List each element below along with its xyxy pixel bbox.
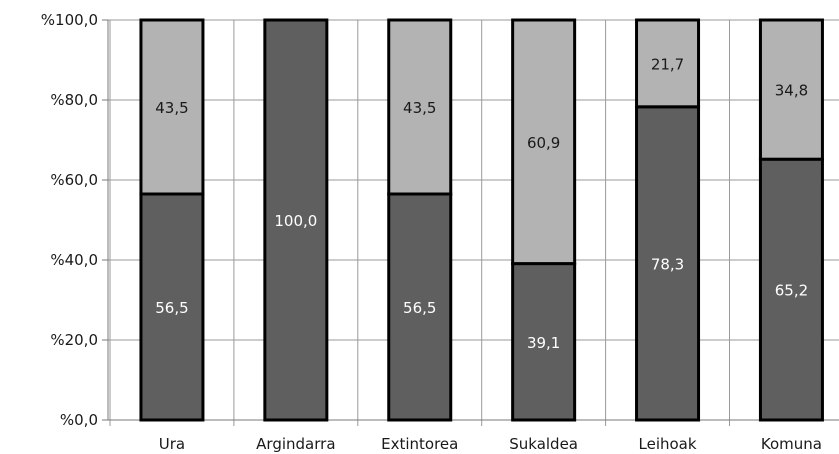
bar-segment-dark [511,262,577,422]
bar-segment-light [635,18,701,109]
data-label: 34,8 [775,82,808,100]
bar-segment-dark [387,192,453,422]
data-label: 60,9 [527,134,560,152]
y-tick-label: %40,0 [50,251,98,269]
axis-layer: %0,0 %20,0 %40,0 %60,0 %80,0 %100,0 Ura Arginda… [41,11,839,453]
x-tick-label: Sukaldea [509,435,578,453]
bar-segment-dark [758,157,824,422]
x-tick-label: Komuna [761,435,822,453]
bar-segment-dark [263,18,329,422]
grid-layer [108,19,839,426]
y-tick-label: %0,0 [60,411,98,429]
x-tick-label: Argindarra [256,435,335,453]
data-label: 56,5 [155,299,188,317]
data-label: 43,5 [403,99,436,117]
data-label: 39,1 [527,334,560,352]
x-tick-label: Leihoak [639,435,697,453]
data-label: 56,5 [403,299,436,317]
y-tick-label: %100,0 [41,11,98,29]
bar-segment-light [758,18,824,161]
x-tick-label: Ura [159,435,185,453]
bar-segment-light [511,18,577,266]
y-tick-label: %20,0 [50,331,98,349]
data-label: 65,2 [775,282,808,300]
data-label: 78,3 [651,255,684,273]
data-label: 21,7 [651,55,684,73]
bar-segment-light [387,18,453,196]
data-label: 43,5 [155,99,188,117]
bar-layer [139,18,824,422]
bar-segment-light [139,18,205,196]
data-label: 100,0 [274,212,317,230]
bar-segment-dark [139,192,205,422]
label-layer: 56,5 43,5 100,0 56,5 43,5 39,1 60,9 78,3 21,7 65,… [155,55,808,351]
bar-segment-dark [635,105,701,422]
x-tick-label: Extintorea [381,435,458,453]
y-tick-label: %80,0 [50,91,98,109]
y-tick-label: %60,0 [50,171,98,189]
